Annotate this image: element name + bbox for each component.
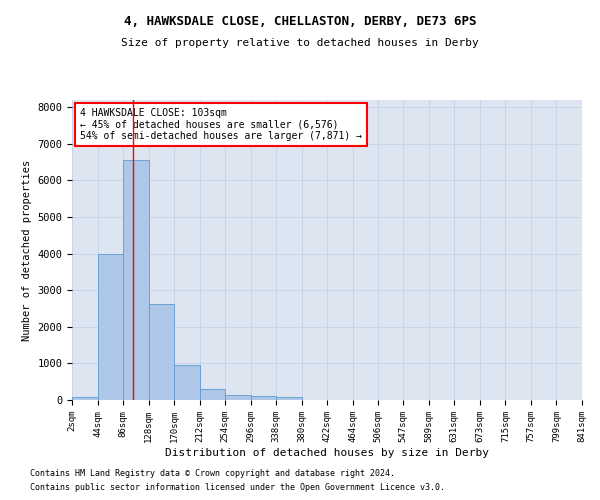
Bar bbox=[200, 389, 225, 400]
Bar bbox=[225, 395, 251, 400]
Bar bbox=[123, 160, 149, 400]
Bar bbox=[149, 304, 174, 400]
Bar bbox=[174, 365, 200, 400]
X-axis label: Distribution of detached houses by size in Derby: Distribution of detached houses by size … bbox=[165, 448, 489, 458]
Text: Contains HM Land Registry data © Crown copyright and database right 2024.: Contains HM Land Registry data © Crown c… bbox=[30, 468, 395, 477]
Text: Size of property relative to detached houses in Derby: Size of property relative to detached ho… bbox=[121, 38, 479, 48]
Bar bbox=[98, 254, 123, 400]
Y-axis label: Number of detached properties: Number of detached properties bbox=[22, 160, 32, 340]
Text: Contains public sector information licensed under the Open Government Licence v3: Contains public sector information licen… bbox=[30, 484, 445, 492]
Bar bbox=[72, 397, 98, 400]
Text: 4 HAWKSDALE CLOSE: 103sqm
← 45% of detached houses are smaller (6,576)
54% of se: 4 HAWKSDALE CLOSE: 103sqm ← 45% of detac… bbox=[80, 108, 362, 140]
Bar bbox=[276, 396, 302, 400]
Bar bbox=[251, 396, 276, 400]
Text: 4, HAWKSDALE CLOSE, CHELLASTON, DERBY, DE73 6PS: 4, HAWKSDALE CLOSE, CHELLASTON, DERBY, D… bbox=[124, 15, 476, 28]
